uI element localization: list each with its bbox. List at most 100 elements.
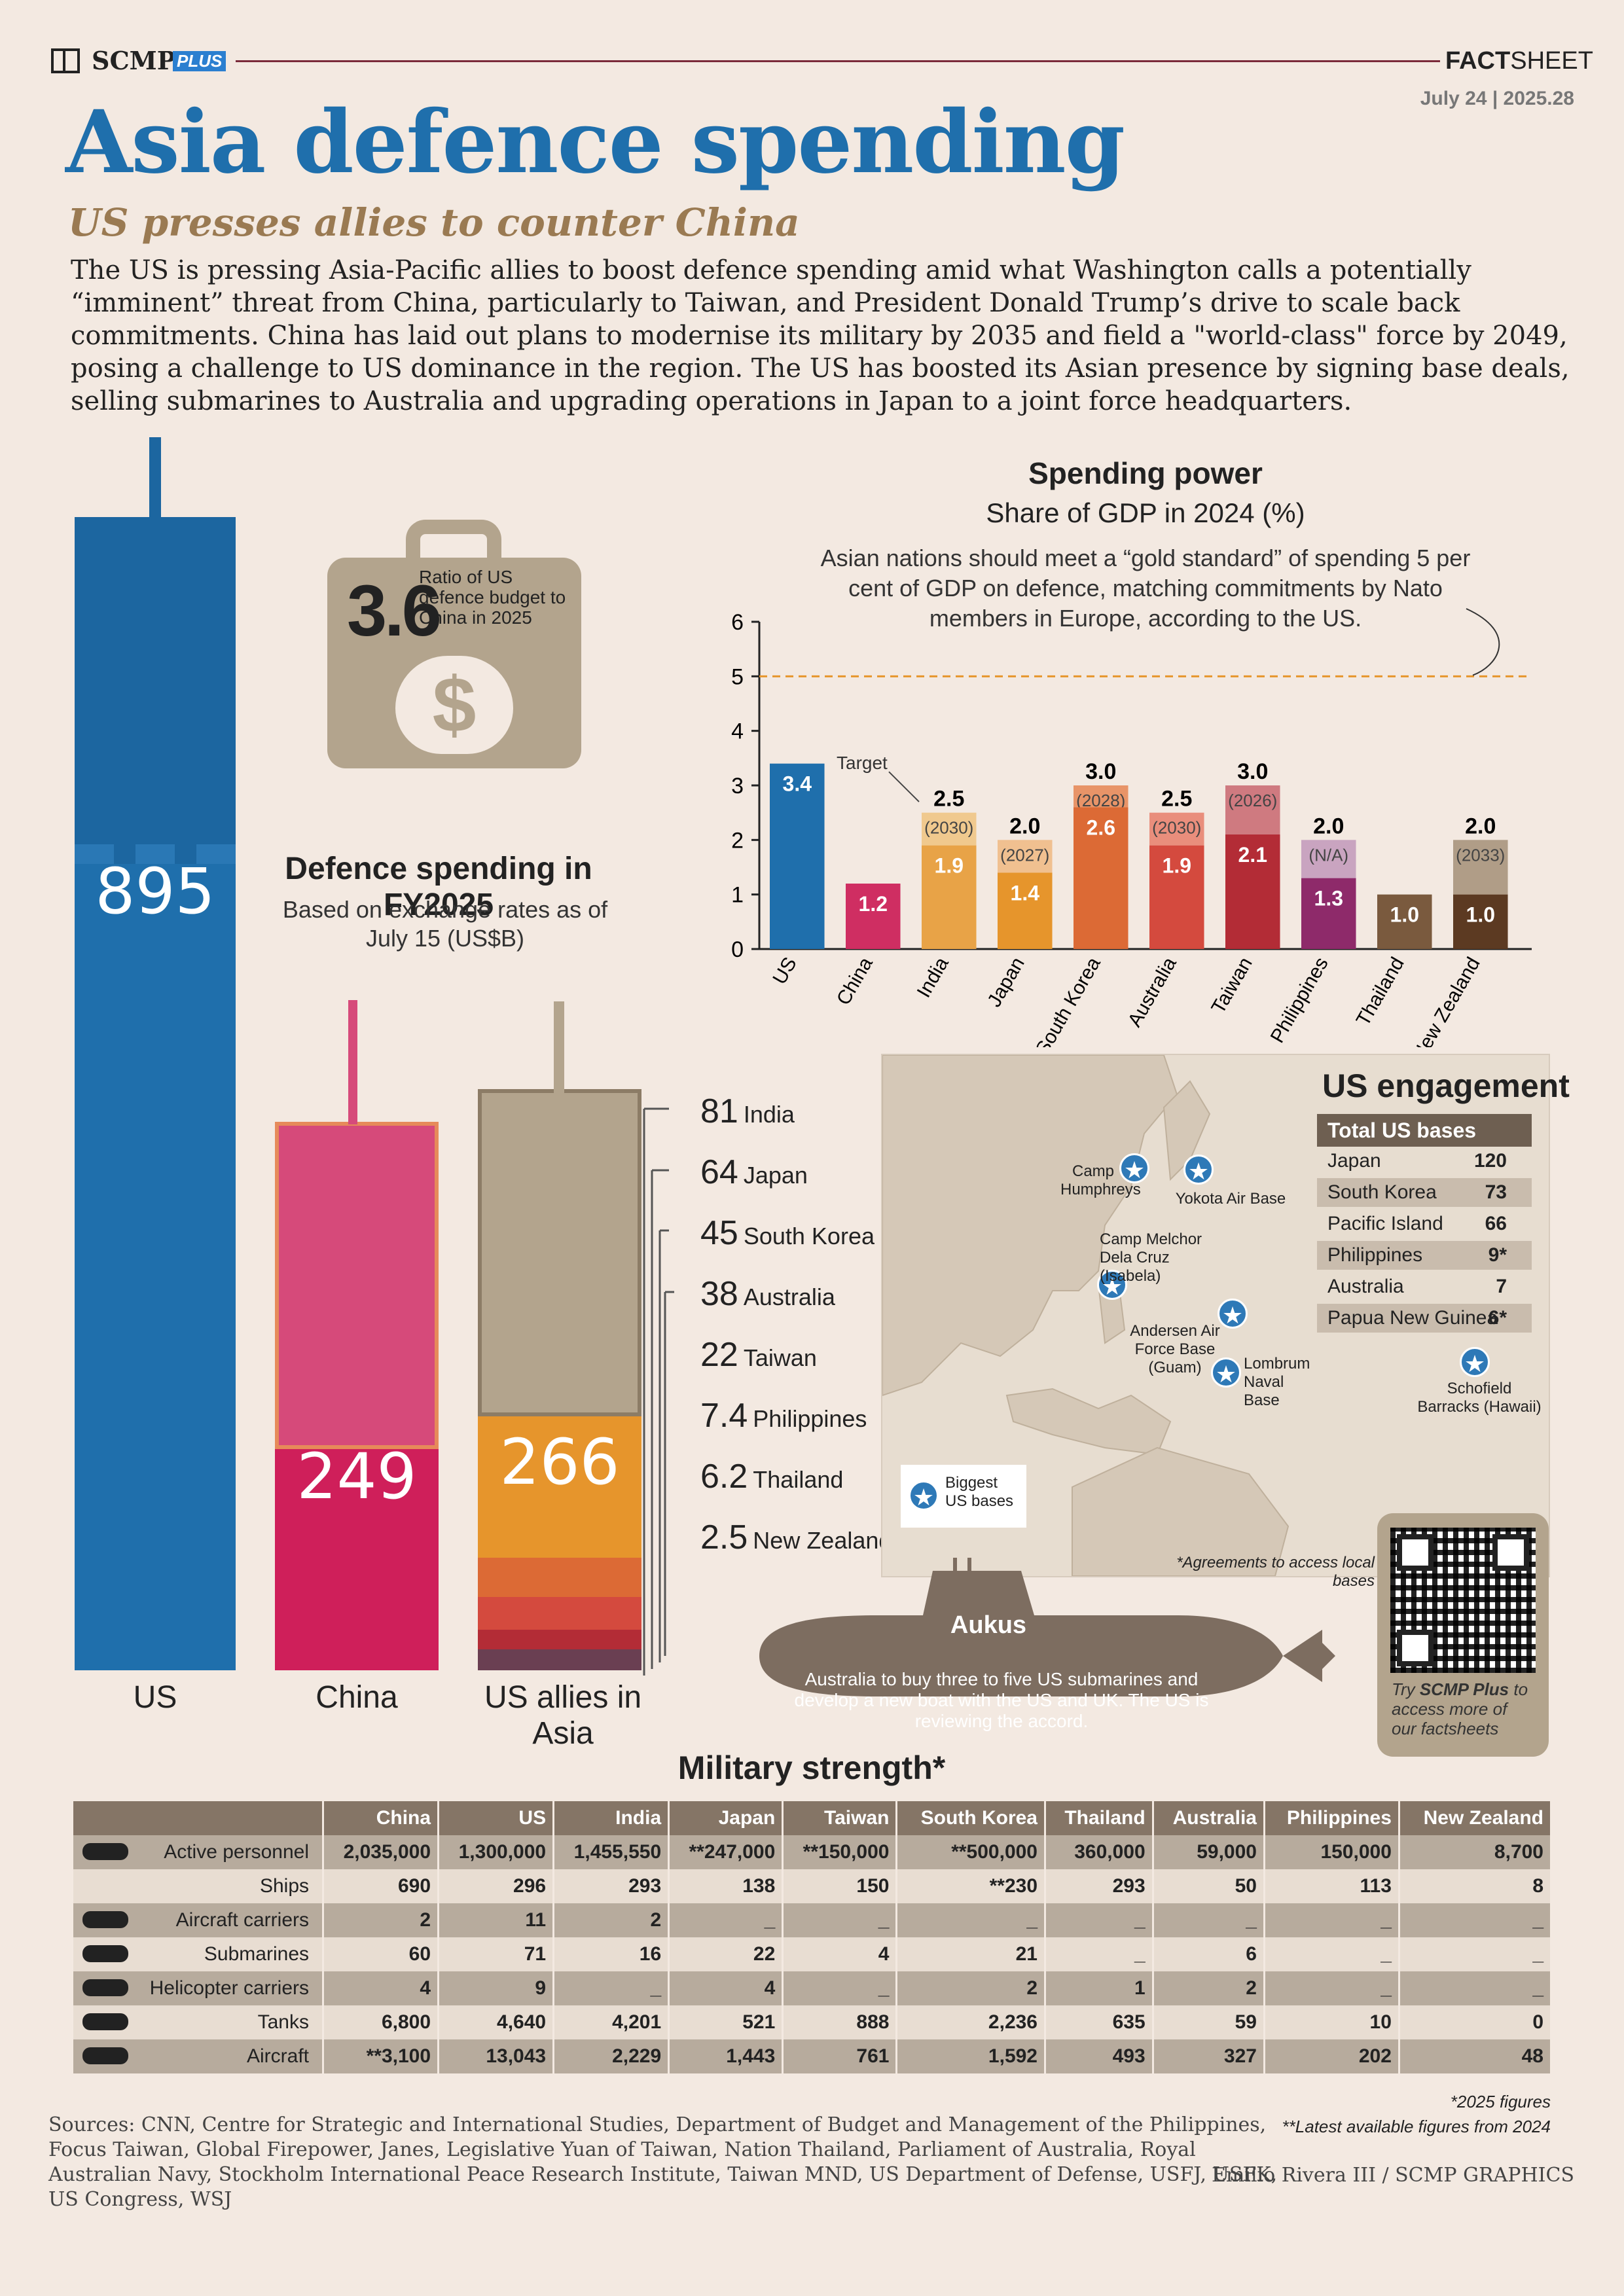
bar-china-value: 249 xyxy=(297,1440,417,1513)
star-icon-camp-humphreys: ★ xyxy=(1119,1153,1149,1183)
table-cell: 60 xyxy=(321,1937,439,1971)
ally-name: Australia xyxy=(743,1283,835,1310)
fighter-jet-icon xyxy=(82,2047,128,2064)
brand-name: SCMP xyxy=(92,46,176,75)
table-column-header: Australia xyxy=(1151,1801,1265,1835)
allies-segment-south-korea xyxy=(478,1558,641,1597)
bases-table-header-text: Total US bases xyxy=(1327,1119,1477,1142)
us-tank-illustration xyxy=(75,517,236,864)
allies-tank-gun xyxy=(554,1001,564,1093)
bar-value-label: 1.4 xyxy=(1011,881,1040,905)
ally-label: 45 South Korea xyxy=(700,1213,875,1253)
factsheet-rest: SHEET xyxy=(1510,47,1593,75)
bases-country: Australia xyxy=(1327,1276,1404,1297)
table-cell: 761 xyxy=(782,2039,897,2073)
table-column-header: Thailand xyxy=(1044,1801,1153,1835)
target-bar xyxy=(1453,840,1508,895)
table-row: Helicopter carriers 4 9 _ 4 _ 2 1 2 _ _ xyxy=(73,1971,1550,2005)
china-tank-illustration xyxy=(275,1122,439,1449)
row-label: Helicopter carriers xyxy=(149,1977,309,1999)
table-cell: 59 xyxy=(1151,2005,1265,2039)
target-year: (2027) xyxy=(1000,845,1049,865)
tank-icon xyxy=(82,2013,128,2030)
ally-label: 64 Japan xyxy=(700,1153,808,1192)
table-row: Submarines 60 71 16 22 4 21 _ 6 _ _ xyxy=(73,1937,1550,1971)
bases-row: South Korea 73 xyxy=(1317,1178,1532,1207)
table-cell: 4,201 xyxy=(552,2005,669,2039)
submarine-illustration xyxy=(759,1558,1335,1696)
table-column-header: US xyxy=(437,1801,554,1835)
row-label: Tanks xyxy=(257,2011,309,2033)
bases-country: Philippines xyxy=(1327,1244,1423,1266)
table-cell: 113 xyxy=(1263,1869,1399,1903)
y-tick-label: 1 xyxy=(731,883,744,908)
map-label-schofield: Schofield Barracks (Hawaii) xyxy=(1417,1380,1542,1416)
target-year: (2026) xyxy=(1228,791,1277,810)
ratio-description: Ratio of US defence budget to China in 2… xyxy=(419,567,566,628)
target-bar xyxy=(922,812,977,846)
table-cell: 150 xyxy=(782,1869,897,1903)
table-cell: 2 xyxy=(552,1903,669,1937)
bases-country: Japan xyxy=(1327,1150,1381,1172)
target-label: 2.0 xyxy=(1465,814,1496,838)
row-label-cell: Aircraft xyxy=(73,2039,323,2073)
table-cell: _ xyxy=(1398,1937,1550,1971)
y-tick-label: 5 xyxy=(731,664,744,689)
bases-row: Australia 7 xyxy=(1317,1272,1532,1301)
ally-label: 7.4 Philippines xyxy=(700,1396,867,1435)
row-label: Active personnel xyxy=(164,1841,309,1863)
table-cell: 293 xyxy=(552,1869,669,1903)
table-cell: 360,000 xyxy=(1044,1835,1153,1869)
table-cell: 1,592 xyxy=(895,2039,1045,2073)
bar-value-label: 1.9 xyxy=(935,854,964,878)
row-label: Aircraft xyxy=(246,2045,309,2067)
money-bag-icon: $ xyxy=(395,656,513,754)
target-year: (2033) xyxy=(1456,845,1505,865)
table-cell: 4 xyxy=(668,1971,783,2005)
allies-leader-lines xyxy=(643,1107,674,1676)
page-title: Asia defence spending xyxy=(65,92,1125,193)
aircraft-carrier-icon xyxy=(82,1911,128,1928)
map-footnote: *Agreements to access local bases xyxy=(1176,1554,1375,1590)
target-year: (2028) xyxy=(1076,791,1125,810)
helicopter-icon xyxy=(82,1979,128,1996)
table-body: Active personnel 2,035,000 1,300,000 1,455,… xyxy=(73,1835,1550,2073)
row-label-cell: Active personnel xyxy=(73,1835,323,1869)
bases-count: 120 xyxy=(1473,1150,1507,1172)
table-row: Active personnel 2,035,000 1,300,000 1,455,… xyxy=(73,1835,1550,1869)
table-cell: 2 xyxy=(1151,1971,1265,2005)
bases-row: Pacific Island 66 xyxy=(1317,1210,1532,1238)
fy2025-title: Defence spending in FY2025 xyxy=(285,852,592,922)
bases-row: Papua New Guinea 6* xyxy=(1317,1304,1532,1333)
table-cell: 521 xyxy=(668,2005,783,2039)
bases-country: Papua New Guinea xyxy=(1327,1307,1498,1329)
ally-value: 45 xyxy=(700,1214,738,1252)
table-cell: 296 xyxy=(437,1869,554,1903)
star-icon-schofield: ★ xyxy=(1460,1347,1490,1377)
table-cell: _ xyxy=(1398,1903,1550,1937)
target-label: 3.0 xyxy=(1085,759,1116,784)
table-cell: 16 xyxy=(552,1937,669,1971)
map-legend: ★ Biggest US bases xyxy=(901,1465,1026,1528)
table-row: Aircraft carriers 2 11 2 _ _ _ _ _ _ _ xyxy=(73,1903,1550,1937)
table-cell: 71 xyxy=(437,1937,554,1971)
bases-country: South Korea xyxy=(1327,1181,1437,1203)
fy2025-subtitle: Based on exchange rates as of July 15 (U… xyxy=(282,896,608,952)
x-tick-label: China xyxy=(833,954,877,1009)
table-cell: _ xyxy=(1263,1903,1399,1937)
gdp-bar xyxy=(846,884,901,949)
note-arrow xyxy=(1466,608,1500,676)
gdp-bar xyxy=(1149,845,1204,949)
ally-name: Japan xyxy=(743,1162,808,1189)
table-cell: _ xyxy=(1263,1971,1399,2005)
qr-caption-bold: SCMP Plus xyxy=(1419,1679,1509,1699)
table-cell: 202 xyxy=(1263,2039,1399,2073)
table-cell: 690 xyxy=(321,1869,439,1903)
qr-caption-prefix: Try xyxy=(1392,1679,1420,1699)
gdp-bar xyxy=(770,763,825,949)
table-corner-cell xyxy=(73,1801,323,1835)
row-label-cell: Tanks xyxy=(73,2005,323,2039)
brand-plus-badge: PLUS xyxy=(173,51,226,71)
ally-label: 22 Taiwan xyxy=(700,1335,817,1374)
factsheet-label: FACTSHEET xyxy=(1445,47,1593,75)
